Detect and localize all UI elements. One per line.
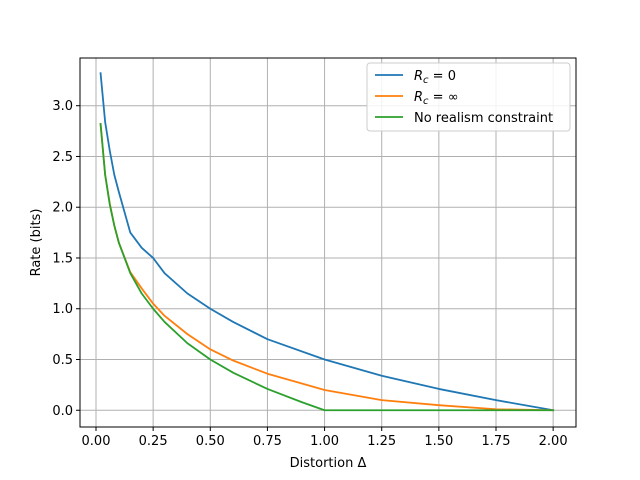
x-tick-label: 0.00 (82, 434, 111, 449)
x-axis-label: Distortion Δ (290, 456, 367, 471)
y-axis-label: Rate (bits) (29, 209, 44, 277)
plot-series (99, 72, 555, 412)
plot-area-frame (79, 57, 577, 428)
x-tick-label: 1.75 (482, 434, 511, 449)
series-line-1 (99, 72, 555, 412)
x-tick-label: 0.50 (196, 434, 225, 449)
x-tick-label: 0.75 (253, 434, 282, 449)
x-tick-label: 0.25 (139, 434, 168, 449)
y-tick-label: 3.0 (52, 99, 73, 114)
y-tick-label: 2.0 (52, 201, 73, 216)
x-tick-label: 1.50 (424, 434, 453, 449)
x-tick-label: 1.25 (367, 434, 396, 449)
y-tick-label: 1.0 (52, 302, 73, 317)
x-tick-label: 2.00 (539, 434, 568, 449)
series-line-3 (99, 123, 555, 412)
legend-box (366, 62, 571, 132)
axis-ticks: 0.00 0.25 0.50 0.75 1.00 1.25 1.50 1.75 2.00 0.0 0… (52, 99, 567, 449)
legend-label: Rc = 0 (414, 69, 456, 86)
x-tick-label: 1.00 (310, 434, 339, 449)
legend-label: No realism constraint (414, 111, 553, 126)
legend: Rc = 0 Rc = ∞ No realism constraint (366, 62, 571, 132)
y-tick-label: 2.5 (52, 150, 73, 165)
y-tick-label: 0.0 (52, 404, 73, 419)
y-tick-label: 0.5 (52, 353, 73, 368)
y-tick-label: 1.5 (52, 251, 73, 266)
legend-label: Rc = ∞ (414, 90, 459, 107)
